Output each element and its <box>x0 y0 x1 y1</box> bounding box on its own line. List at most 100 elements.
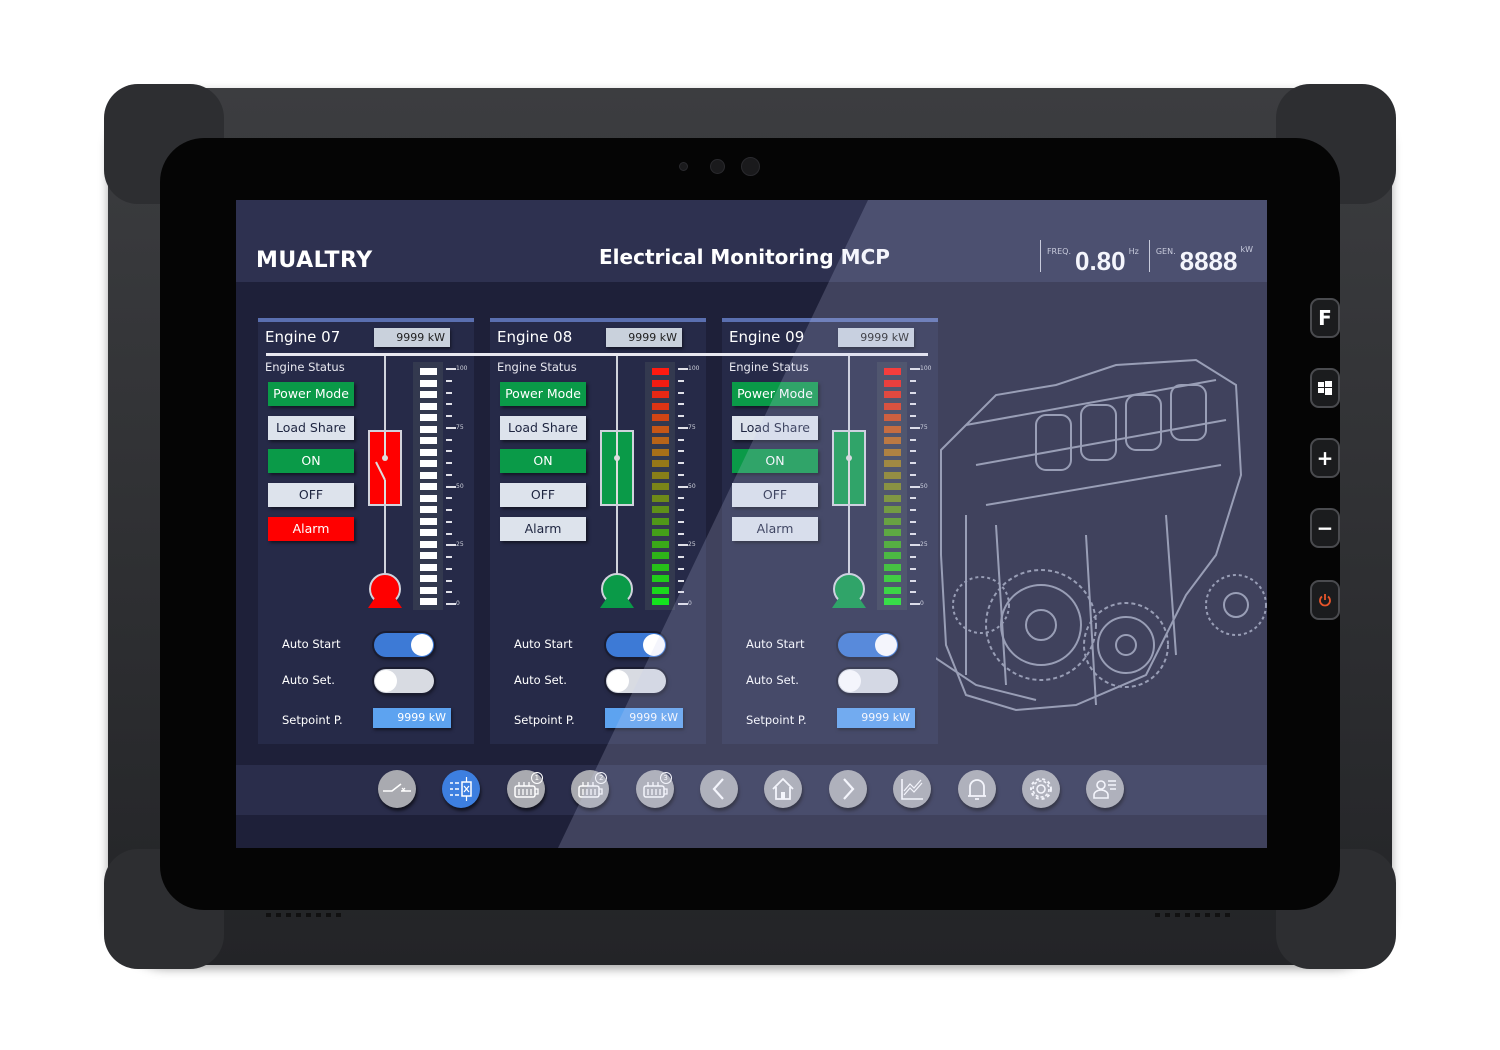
status-button-load-share[interactable]: Load Share <box>732 416 818 440</box>
gauge-segment <box>652 471 669 479</box>
status-button-off[interactable]: OFF <box>268 483 354 507</box>
gauge-tick-label: 0 <box>456 600 460 607</box>
setpoint-label: Setpoint P. <box>282 713 343 727</box>
gauge-tick <box>910 591 916 594</box>
status-button-on[interactable]: ON <box>500 449 586 473</box>
nav-button-chevron-right[interactable] <box>828 770 867 808</box>
status-button-alarm[interactable]: Alarm <box>732 517 818 541</box>
auto-start-label: Auto Start <box>746 637 805 651</box>
gauge-tick <box>910 438 916 441</box>
freq-value: 0.80 <box>1075 246 1126 276</box>
gauge-tick-label: 25 <box>456 541 464 549</box>
gauge-segment <box>652 437 669 444</box>
gen-unit: kW <box>1240 245 1253 254</box>
power-button[interactable] <box>1310 580 1340 620</box>
nav-button-breaker[interactable] <box>378 770 416 808</box>
gauge-tick <box>678 485 688 488</box>
volume-down-button[interactable]: − <box>1310 508 1340 548</box>
brand-logo: MUALTRY <box>256 248 373 273</box>
nav-button-engine[interactable]: 3 <box>635 770 674 808</box>
gauge-tick <box>678 391 684 394</box>
page-title: Electrical Monitoring MCP <box>599 245 890 269</box>
gauge-tick-label: 0 <box>920 600 924 607</box>
breaker-switch-icon <box>846 432 852 504</box>
auto-set-toggle[interactable] <box>606 669 666 693</box>
header-bar: MUALTRY Electrical Monitoring MCP FREQ. … <box>236 200 1267 282</box>
status-button-load-share[interactable]: Load Share <box>268 416 354 440</box>
gauge-tick <box>678 520 684 523</box>
circuit-breaker[interactable] <box>600 430 634 506</box>
gauge-tick <box>446 473 452 476</box>
setpoint-input[interactable]: 9999 kW <box>605 708 683 728</box>
gauge-segment <box>420 529 437 536</box>
status-button-off[interactable]: OFF <box>732 483 818 507</box>
nav-button-gear[interactable] <box>1022 770 1060 808</box>
gauge-segment <box>884 552 901 559</box>
status-button-on[interactable]: ON <box>268 449 354 473</box>
gauge-tick <box>678 497 684 500</box>
auto-start-toggle[interactable] <box>838 633 898 657</box>
function-button[interactable]: F <box>1310 298 1340 338</box>
status-button-power-mode[interactable]: Power Mode <box>500 382 586 406</box>
gauge-tick <box>678 591 684 594</box>
nav-button-home[interactable] <box>764 770 803 808</box>
setpoint-label: Setpoint P. <box>746 713 807 727</box>
status-button-off[interactable]: OFF <box>500 483 586 507</box>
gauge-segment <box>652 483 669 490</box>
user-list-icon <box>1093 780 1117 799</box>
nav-button-chevron-left[interactable] <box>700 770 738 808</box>
gauge-segment <box>884 379 901 387</box>
gauge-segment <box>884 460 901 467</box>
gauge-tick-label: 75 <box>920 423 928 431</box>
gauge-segment <box>420 414 437 421</box>
auto-start-toggle[interactable] <box>606 633 666 657</box>
gauge-segment <box>652 529 669 536</box>
nav-button-engine[interactable]: 1 <box>506 770 545 808</box>
circuit-breaker[interactable] <box>368 430 402 506</box>
gauge-segment <box>884 471 901 479</box>
gauge-tick <box>446 497 452 500</box>
gauge-tick <box>678 438 684 441</box>
load-bar-gauge <box>877 362 907 610</box>
nav-button-user-list[interactable] <box>1086 770 1125 808</box>
nav-button-chart[interactable] <box>893 770 932 808</box>
generator-base <box>832 598 866 608</box>
circuit-breaker[interactable] <box>832 430 866 506</box>
nav-button-engine-list[interactable] <box>442 770 481 808</box>
windows-button[interactable] <box>1310 368 1340 408</box>
auto-start-toggle[interactable] <box>374 633 434 657</box>
gauge-tick-label: 100 <box>688 365 700 372</box>
gauge-segment <box>884 540 901 548</box>
gauge-segment <box>884 391 901 398</box>
status-button-power-mode[interactable]: Power Mode <box>268 382 354 406</box>
engine-status-label: Engine Status <box>497 360 577 374</box>
auto-set-toggle[interactable] <box>374 669 434 693</box>
gauge-segment <box>420 494 437 502</box>
nav-button-engine[interactable]: 2 <box>571 770 610 808</box>
volume-up-button[interactable]: + <box>1310 438 1340 478</box>
status-button-alarm[interactable]: Alarm <box>268 517 354 541</box>
front-camera <box>741 157 760 176</box>
status-button-alarm[interactable]: Alarm <box>500 517 586 541</box>
gauge-segment <box>884 402 901 410</box>
gauge-tick <box>910 603 920 605</box>
gauge-segment <box>652 540 669 548</box>
gauge-tick <box>678 403 684 406</box>
gen-value: 8888 <box>1179 246 1238 276</box>
gauge-tick <box>446 438 452 441</box>
engine-list-icon <box>450 777 473 801</box>
status-button-on[interactable]: ON <box>732 449 818 473</box>
header-readouts: FREQ. 0.80 Hz GEN. 8888 kW <box>1039 240 1253 276</box>
gauge-segment <box>884 437 901 444</box>
gauge-tick <box>446 462 452 464</box>
status-button-load-share[interactable]: Load Share <box>500 416 586 440</box>
bell-icon <box>967 779 986 800</box>
gear-icon <box>1030 778 1052 800</box>
nav-button-bell[interactable] <box>957 770 996 808</box>
status-button-power-mode[interactable]: Power Mode <box>732 382 818 406</box>
gauge-tick <box>446 403 452 406</box>
setpoint-input[interactable]: 9999 kW <box>373 708 451 728</box>
setpoint-input[interactable]: 9999 kW <box>837 708 915 728</box>
auto-set-toggle[interactable] <box>838 669 898 693</box>
gauge-tick <box>910 544 920 547</box>
